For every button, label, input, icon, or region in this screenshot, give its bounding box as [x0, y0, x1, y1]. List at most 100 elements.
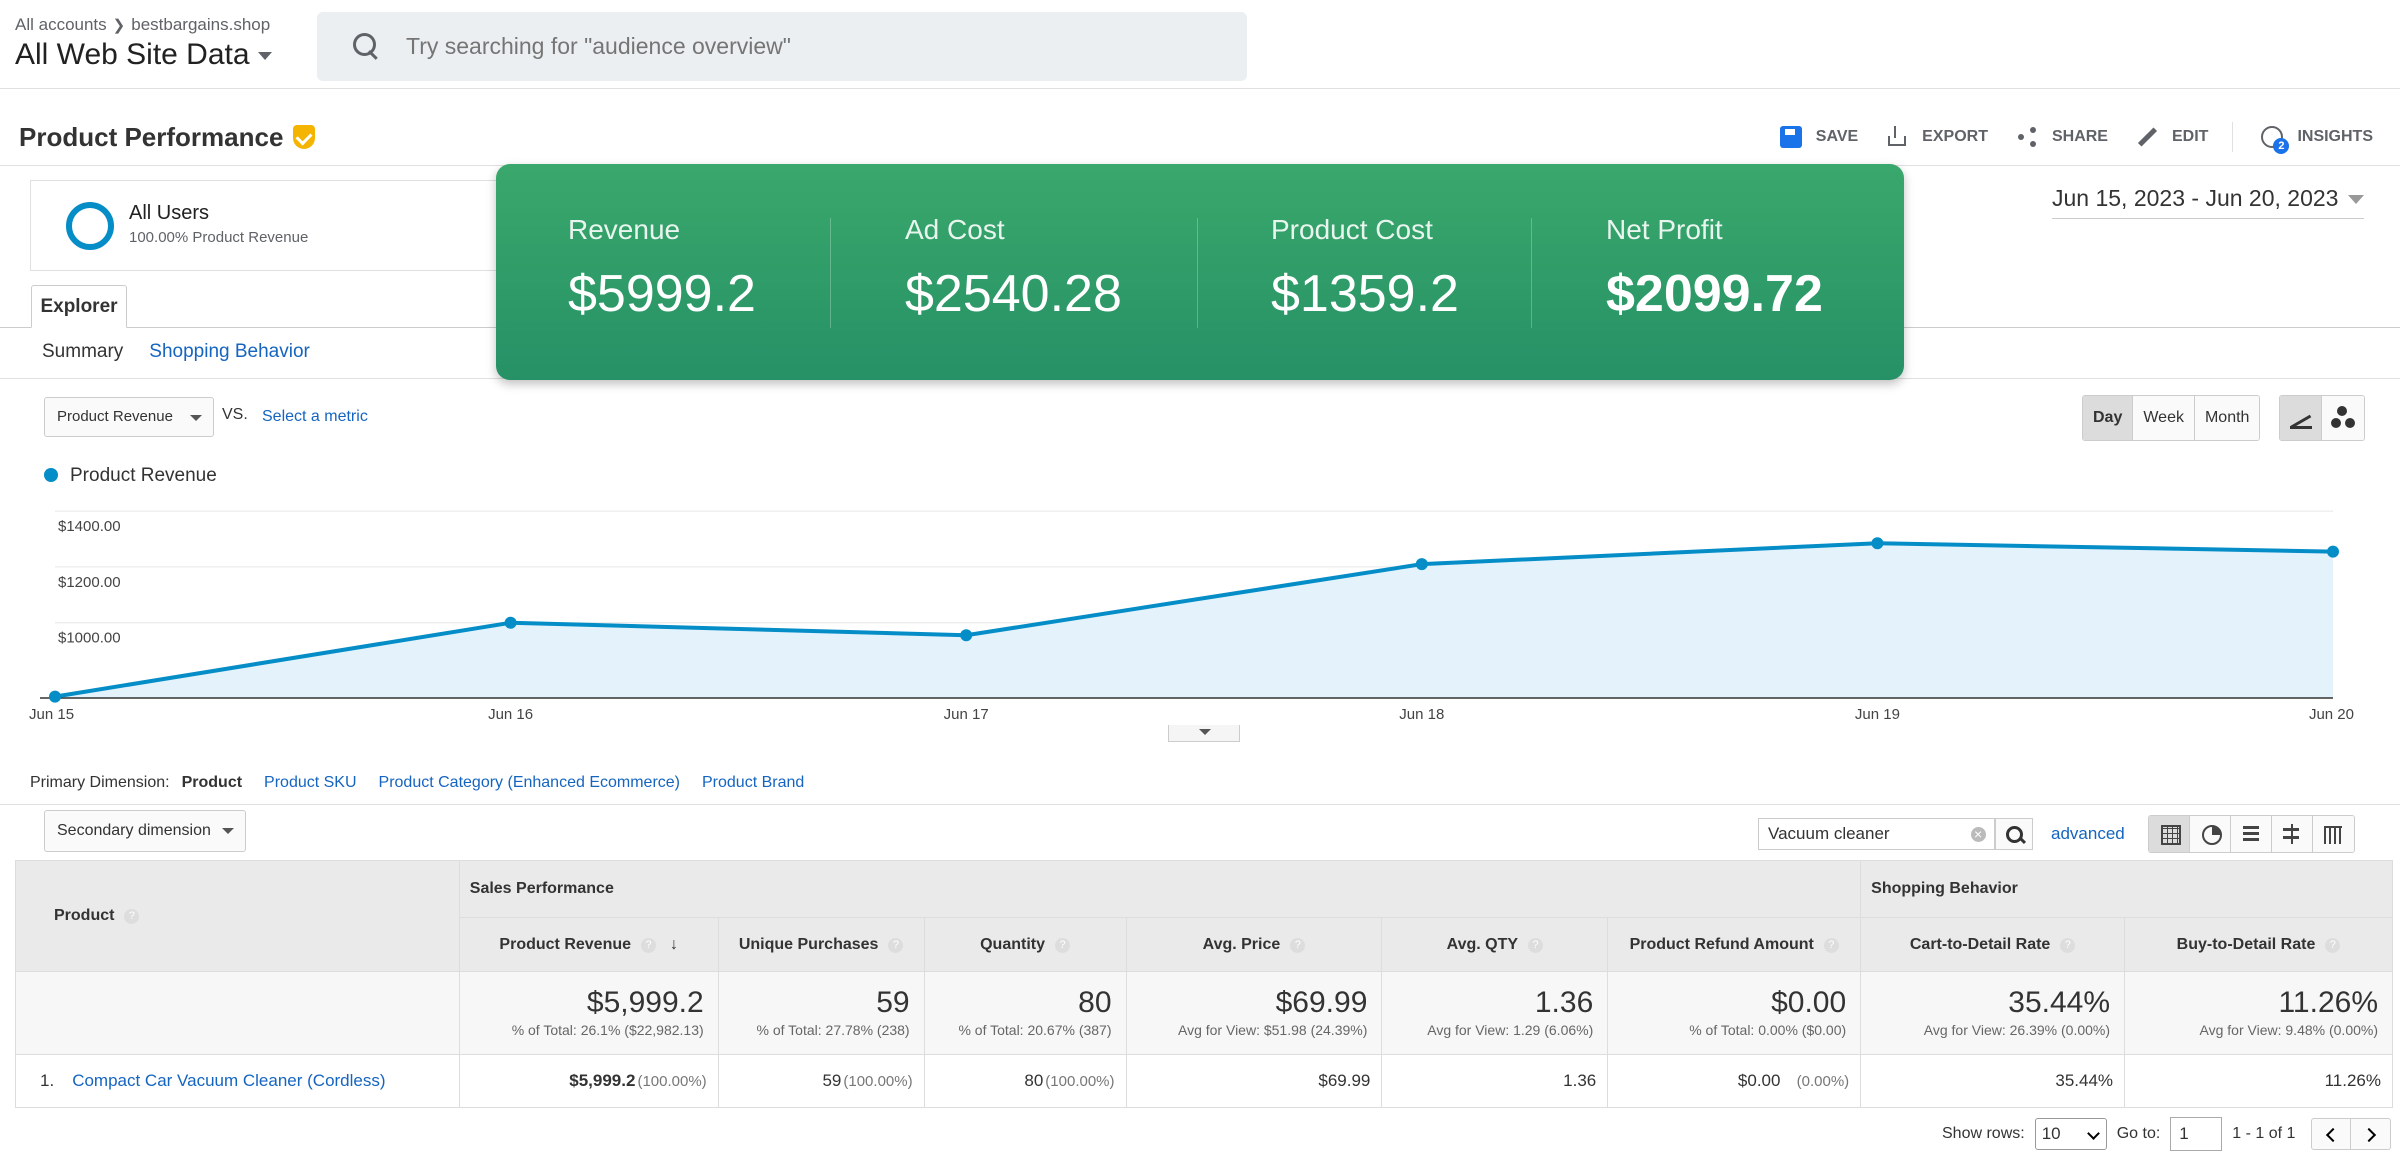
- search-icon[interactable]: [1995, 818, 2033, 850]
- view-name[interactable]: All Web Site Data: [15, 38, 250, 71]
- search-placeholder[interactable]: Try searching for "audience overview": [406, 33, 791, 59]
- column-header-avg-qty[interactable]: Avg. QTY?: [1381, 917, 1609, 972]
- filter-value[interactable]: Vacuum cleaner: [1768, 824, 1890, 843]
- column-header-unique-purchases[interactable]: Unique Purchases?: [717, 917, 925, 972]
- divider: [0, 804, 2400, 805]
- kpi-value: $2540.28: [905, 265, 1122, 323]
- column-header-product[interactable]: Product?: [15, 860, 460, 972]
- export-button[interactable]: EXPORT: [1886, 126, 1988, 148]
- dimension-product-brand[interactable]: Product Brand: [702, 774, 805, 791]
- column-header-label: Cart-to-Detail Rate: [1909, 935, 2051, 953]
- collapse-chart-handle[interactable]: [1168, 725, 1240, 742]
- share-label: SHARE: [2051, 128, 2108, 145]
- goto-page-input[interactable]: 1: [2170, 1117, 2223, 1151]
- caret-down-icon[interactable]: [257, 52, 272, 61]
- breadcrumb-account[interactable]: bestbargains.shop: [131, 15, 271, 34]
- goto-label: Go to:: [2116, 1125, 2161, 1142]
- help-icon[interactable]: ?: [1290, 937, 1306, 953]
- kpi-label: Product Cost: [1271, 214, 1433, 245]
- subtab-shopping-behavior[interactable]: Shopping Behavior: [149, 341, 310, 362]
- rows-per-page-select[interactable]: 10: [2034, 1118, 2107, 1150]
- motion-chart-icon[interactable]: [2322, 396, 2364, 440]
- page-range: 1 - 1 of 1: [2232, 1125, 2296, 1142]
- chart-legend: Product Revenue: [44, 465, 217, 487]
- column-header-quantity[interactable]: Quantity?: [923, 917, 1127, 972]
- group-shopping-behavior: Shopping Behavior: [1860, 860, 2393, 918]
- subtab-summary[interactable]: Summary: [42, 341, 124, 362]
- line-chart-icon[interactable]: [2280, 396, 2322, 440]
- sort-desc-icon[interactable]: ↓: [670, 935, 679, 953]
- pagination: Show rows: 10 Go to: 1 1 - 1 of 1: [1942, 1117, 2392, 1151]
- show-rows-label: Show rows:: [1942, 1125, 2025, 1142]
- search-bar[interactable]: Try searching for "audience overview": [317, 12, 1247, 81]
- caret-down-icon: [222, 828, 234, 834]
- save-button[interactable]: SAVE: [1779, 126, 1858, 148]
- column-header-product-revenue[interactable]: Product Revenue? ↓: [458, 917, 719, 972]
- help-icon[interactable]: ?: [1528, 937, 1544, 953]
- data-table: Product? Sales Performance Shopping Beha…: [15, 860, 2393, 1108]
- pie-chart-icon[interactable]: [2190, 816, 2231, 852]
- dimension-product-category[interactable]: Product Category (Enhanced Ecommerce): [378, 774, 680, 791]
- performance-icon[interactable]: [2231, 816, 2272, 852]
- clear-icon[interactable]: [1971, 819, 1986, 849]
- edit-button[interactable]: EDIT: [2136, 126, 2208, 148]
- help-icon[interactable]: ?: [2060, 937, 2076, 953]
- table-filter-input[interactable]: Vacuum cleaner: [1758, 818, 1995, 850]
- data-table-icon[interactable]: [2149, 816, 2190, 852]
- legend-dot: [44, 468, 58, 482]
- week-button[interactable]: Week: [2133, 396, 2195, 440]
- help-icon[interactable]: ?: [1055, 937, 1070, 953]
- view-selector[interactable]: All Web Site Data: [15, 38, 272, 72]
- prev-page-icon[interactable]: [2311, 1118, 2352, 1150]
- account-breadcrumb[interactable]: All accounts ❯ bestbargains.shop: [15, 15, 270, 35]
- dimension-product[interactable]: Product: [181, 774, 243, 791]
- help-icon[interactable]: ?: [124, 909, 140, 924]
- breadcrumb-all-accounts[interactable]: All accounts: [15, 15, 107, 34]
- cell-percent: (0.00%): [1796, 1073, 1850, 1090]
- column-header-buy-to-detail[interactable]: Buy-to-Detail Rate?: [2124, 917, 2393, 972]
- refund-cell: $0.00 (0.00%): [1607, 1054, 1862, 1108]
- insights-button[interactable]: INSIGHTS: [2261, 126, 2373, 154]
- secondary-dimension-label: Secondary dimension: [57, 822, 211, 839]
- help-icon[interactable]: ?: [1823, 937, 1839, 953]
- total-cell: 80 % of Total: 20.67% (387): [923, 971, 1127, 1055]
- kpi-overlay: Revenue $5999.2 Ad Cost $2540.28 Product…: [496, 164, 1904, 380]
- cell-percent: (100.00%): [843, 1073, 913, 1090]
- metric-dropdown[interactable]: Product Revenue: [44, 397, 214, 437]
- advanced-filter-link[interactable]: advanced: [2051, 824, 2125, 843]
- month-button[interactable]: Month: [2194, 396, 2260, 440]
- pivot-table-icon[interactable]: [2313, 816, 2354, 852]
- export-icon: [1886, 126, 1908, 148]
- secondary-dimension-dropdown[interactable]: Secondary dimension: [44, 810, 246, 852]
- share-button[interactable]: SHARE: [2016, 126, 2108, 148]
- help-icon[interactable]: ?: [2325, 937, 2341, 953]
- cell-value: 59: [822, 1071, 842, 1090]
- next-page-icon[interactable]: [2351, 1118, 2392, 1150]
- help-icon[interactable]: ?: [641, 937, 657, 953]
- report-title-text: Product Performance: [19, 122, 284, 152]
- column-header-label: Avg. Price: [1202, 935, 1281, 953]
- quantity-cell: 80 (100.00%): [923, 1054, 1127, 1108]
- column-header-cart-to-detail[interactable]: Cart-to-Detail Rate?: [1860, 917, 2126, 972]
- total-cell: $5,999.2 % of Total: 26.1% ($22,982.13): [458, 971, 719, 1055]
- cell-value: $5,999.2: [569, 1071, 636, 1090]
- column-header-refund-amount[interactable]: Product Refund Amount?: [1607, 917, 1862, 972]
- column-header-avg-price[interactable]: Avg. Price?: [1125, 917, 1383, 972]
- help-icon[interactable]: ?: [888, 937, 904, 953]
- total-sub: % of Total: 27.78% (238): [756, 1022, 910, 1038]
- x-tick-label: Jun 15: [29, 706, 74, 723]
- select-metric-link[interactable]: Select a metric: [262, 408, 368, 425]
- date-range-picker[interactable]: Jun 15, 2023 - Jun 20, 2023: [2052, 185, 2365, 219]
- cell-value: $0.00: [1737, 1071, 1781, 1090]
- cell-value: 80: [1024, 1071, 1044, 1090]
- chart-type-toggle: [2279, 395, 2365, 441]
- product-link[interactable]: Compact Car Vacuum Cleaner (Cordless): [72, 1071, 386, 1090]
- comparison-icon[interactable]: [2272, 816, 2313, 852]
- column-header-label: Product Refund Amount: [1629, 935, 1814, 953]
- insights-icon: [2261, 126, 2290, 154]
- total-sub: Avg for View: 26.39% (0.00%): [1923, 1022, 2111, 1038]
- day-button[interactable]: Day: [2083, 396, 2134, 440]
- save-icon: [1779, 126, 1802, 148]
- dimension-product-sku[interactable]: Product SKU: [264, 774, 357, 791]
- tab-explorer[interactable]: Explorer: [31, 285, 127, 328]
